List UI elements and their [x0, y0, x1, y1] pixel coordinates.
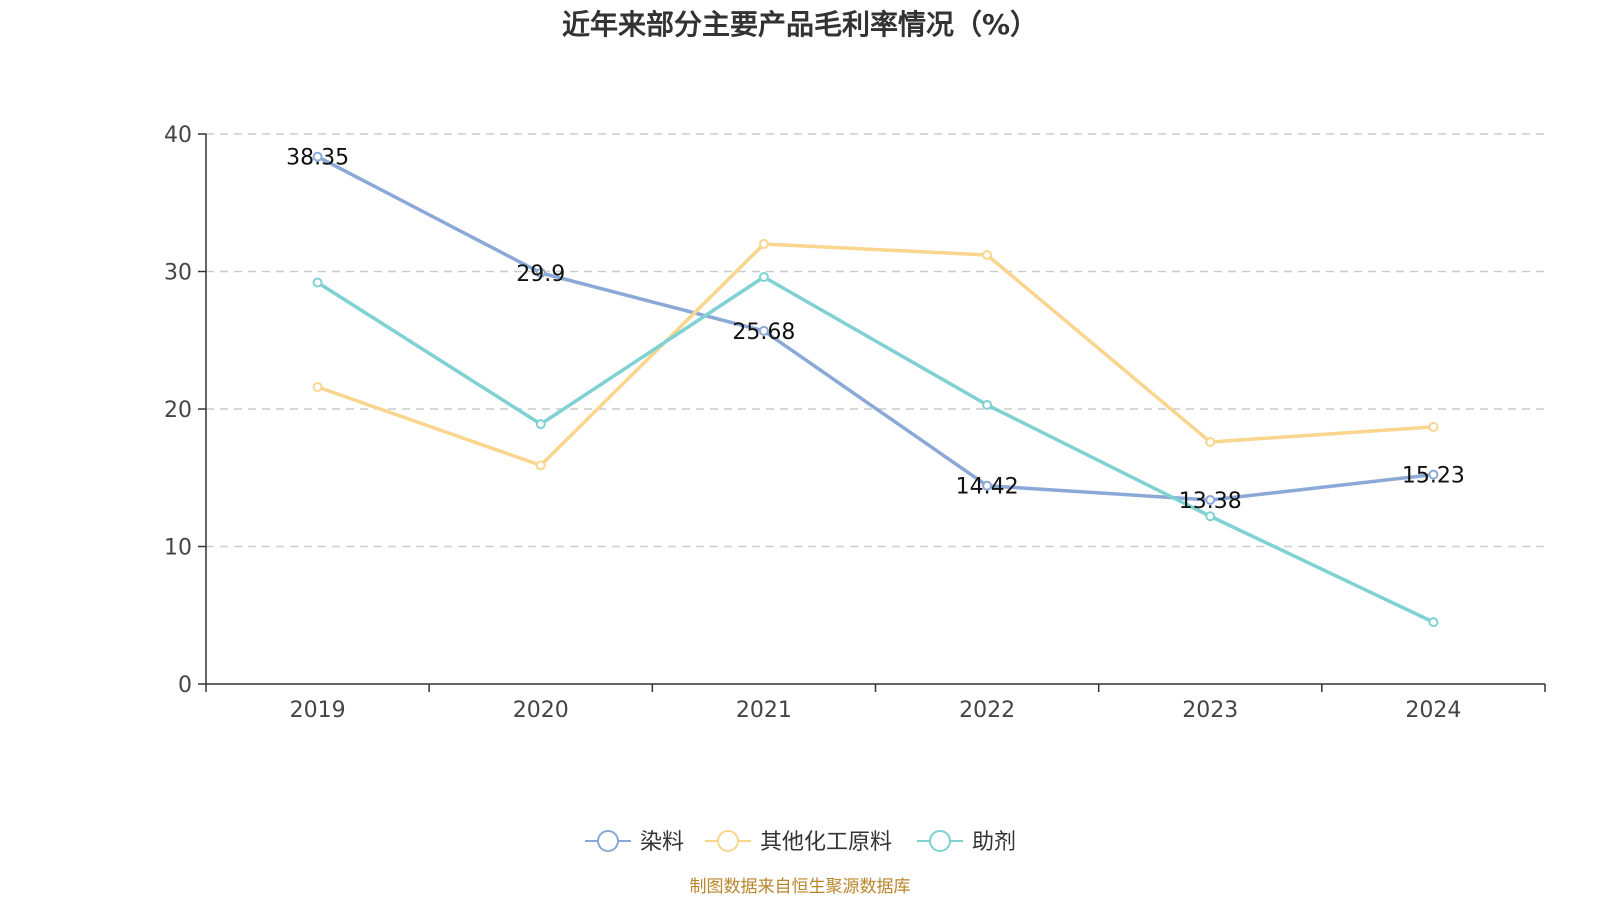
- legend-item: 染料: [585, 830, 684, 855]
- data-label: 38.35: [286, 146, 349, 171]
- x-tick-label: 2023: [1182, 698, 1238, 723]
- y-tick-label: 10: [164, 536, 192, 561]
- data-label: 14.42: [956, 475, 1019, 500]
- legend-swatch-marker: [929, 830, 951, 852]
- data-point: [982, 480, 993, 491]
- x-tick-label: 2024: [1405, 698, 1461, 723]
- data-point: [1205, 437, 1216, 447]
- data-point: [312, 382, 323, 392]
- data-point: [1428, 617, 1439, 628]
- y-tick-label: 20: [164, 398, 192, 423]
- data-point: [1205, 495, 1216, 506]
- x-tick-label: 2019: [290, 698, 346, 723]
- series-line-0: [316, 155, 1434, 502]
- data-label: 15.23: [1402, 464, 1465, 489]
- legend-item: 其他化工原料: [705, 830, 892, 855]
- legend-swatch-marker: [717, 830, 739, 852]
- data-point: [758, 272, 769, 282]
- y-tick-label: 30: [164, 261, 192, 286]
- data-labels: 38.35 29.9 25.68 14.42 13.38 15.23: [286, 146, 1465, 514]
- data-point: [1205, 511, 1216, 522]
- legend: 染料 其他化工原料 助剂: [585, 830, 1016, 855]
- y-tick-label: 40: [164, 123, 192, 148]
- data-point: [535, 267, 546, 278]
- x-tick-label: 2020: [513, 698, 569, 723]
- data-label: 13.38: [1179, 489, 1242, 514]
- data-point: [982, 250, 993, 260]
- data-point: [312, 151, 323, 162]
- data-point: [312, 277, 323, 288]
- y-tick-label: 0: [178, 673, 192, 698]
- data-point: [1428, 421, 1439, 432]
- series-line-2: [316, 275, 1435, 624]
- series-group: [312, 151, 1439, 628]
- legend-label: 染料: [640, 830, 684, 855]
- data-point: [982, 399, 993, 410]
- data-point: [535, 460, 546, 471]
- legend-swatch-marker: [597, 830, 619, 852]
- source-note: 制图数据来自恒生聚源数据库: [690, 877, 911, 897]
- x-tick-label: 2021: [736, 698, 792, 723]
- chart-title: 近年来部分主要产品毛利率情况（%）: [562, 8, 1038, 41]
- data-label: 25.68: [732, 320, 795, 345]
- data-point: [535, 419, 546, 430]
- data-point: [758, 325, 769, 336]
- series-line-1: [317, 242, 1434, 468]
- legend-label: 其他化工原料: [760, 830, 892, 855]
- x-tick-label: 2022: [959, 698, 1015, 723]
- axes: 0 10 20 30 40 2019 2020 2021 2022 2023 2024: [164, 123, 1546, 723]
- data-label: 29.9: [516, 262, 565, 287]
- legend-label: 助剂: [972, 830, 1016, 855]
- data-point: [1428, 469, 1439, 480]
- data-point: [758, 239, 769, 249]
- legend-item: 助剂: [917, 830, 1016, 855]
